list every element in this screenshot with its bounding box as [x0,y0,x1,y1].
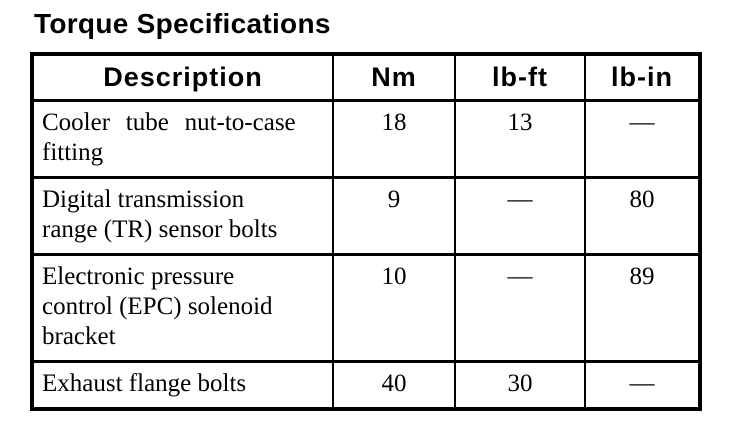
torque-spec-table: Description Nm lb-ft lb-in Cooler tube n… [30,52,702,411]
table-row: Electronic pressure control (EPC) soleno… [31,253,701,363]
nm-value-cell: 18 [332,99,456,179]
column-header-description: Description [31,53,334,102]
description-cell: Electronic pressure control (EPC) soleno… [31,253,334,363]
table-row: Digital transmission range (TR) sensor b… [31,176,701,256]
column-header-lb-ft: lb-ft [454,53,586,102]
column-header-nm: Nm [332,53,456,102]
table-header-row: Description Nm lb-ft lb-in [31,53,701,102]
table-row: Cooler tube nut-to-case fitting 18 13 — [31,99,701,179]
lb-ft-value-cell: — [454,176,586,256]
nm-value-cell: 40 [332,360,456,410]
lb-in-value-cell: 80 [584,176,701,256]
page-title: Torque Specifications [34,8,331,39]
column-header-lb-in: lb-in [584,53,701,102]
lb-ft-value-cell: 30 [454,360,586,410]
lb-ft-value-cell: 13 [454,99,586,179]
lb-in-value-cell: — [584,99,701,179]
nm-value-cell: 10 [332,253,456,363]
nm-value-cell: 9 [332,176,456,256]
description-cell: Digital transmission range (TR) sensor b… [31,176,334,256]
description-cell: Cooler tube nut-to-case fitting [31,99,334,179]
document-page: Torque Specifications Description Nm lb-… [30,8,702,411]
description-cell: Exhaust flange bolts [31,360,334,410]
lb-in-value-cell: — [584,360,701,410]
table-row: Exhaust flange bolts 40 30 — [31,360,701,410]
lb-in-value-cell: 89 [584,253,701,363]
lb-ft-value-cell: — [454,253,586,363]
